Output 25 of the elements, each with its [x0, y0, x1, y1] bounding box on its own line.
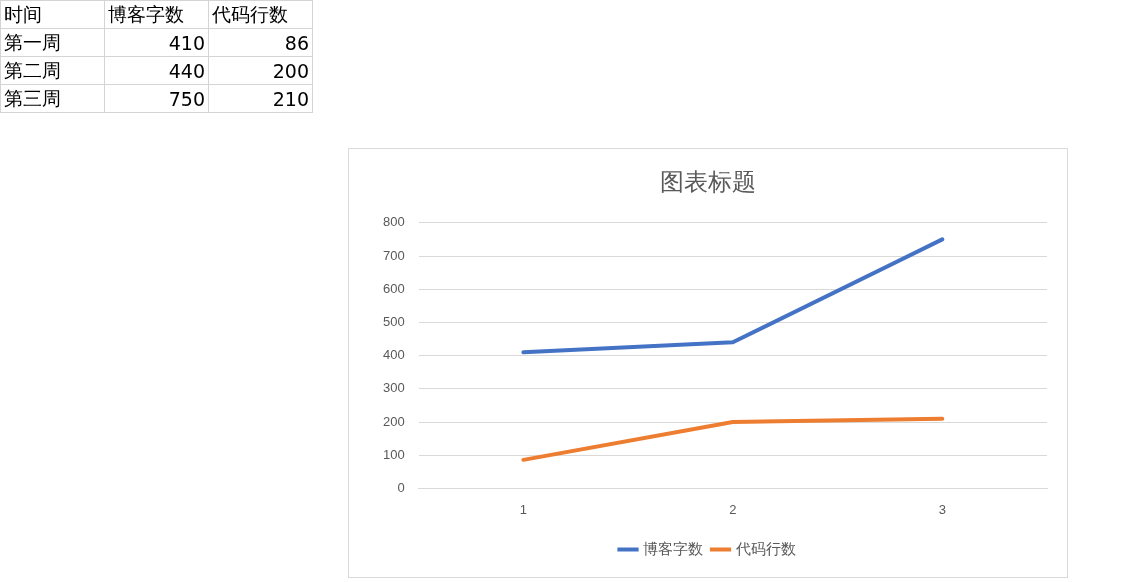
y-tick-label: 200 — [382, 413, 405, 429]
y-tick-label: 400 — [382, 347, 405, 363]
data-label: 210 — [208, 84, 313, 113]
legend-label: 博客字数 — [643, 539, 703, 557]
y-axis-title: 时间 — [0, 0, 105, 29]
y-tick-label: 300 — [382, 380, 405, 396]
y-tick-label: 100 — [382, 446, 405, 462]
y-tick-label: 700 — [382, 247, 405, 263]
data-label: 750 — [104, 84, 209, 113]
data-label: 200 — [208, 56, 313, 85]
chart-title: 图表标题 — [660, 168, 756, 196]
data-label: 410 — [104, 28, 209, 57]
x-tick-label: 1 — [519, 501, 528, 517]
y-tick-label: 500 — [382, 313, 405, 329]
y-tick-label: 第二周 — [0, 56, 105, 85]
data-label: 86 — [208, 28, 313, 57]
data-label: 440 — [104, 56, 209, 85]
y-tick-label: 0 — [397, 479, 405, 495]
x-tick-label: 3 — [938, 501, 946, 517]
x-tick-label: 2 — [729, 501, 737, 517]
legend-label: 代码行数 — [734, 539, 796, 557]
y-tick-label: 600 — [382, 280, 405, 296]
y-tick-label: 800 — [382, 214, 405, 230]
y-tick-label: 第一周 — [0, 28, 105, 57]
y-tick-label: 第三周 — [0, 84, 105, 113]
